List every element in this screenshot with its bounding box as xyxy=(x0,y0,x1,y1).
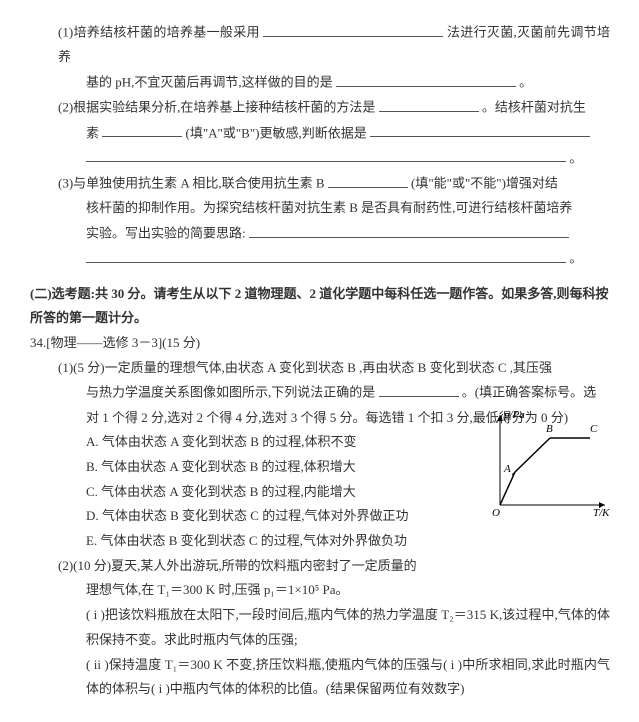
pt-chart: p/Pa T/K O A B C xyxy=(490,410,610,529)
text: 实验。写出实验的简要思路: xyxy=(86,226,246,241)
q34-p1-line2: 与热力学温度关系图像如图所示,下列说法正确的是 。(填正确答案标号。选 xyxy=(30,380,610,405)
q34-p1-line1: (1)(5 分)一定质量的理想气体,由状态 A 变化到状态 B ,再由状态 B … xyxy=(30,356,610,381)
text: 。 xyxy=(519,75,532,90)
text: (1)培养结核杆菌的培养基一般采用 xyxy=(58,25,260,40)
blank[interactable] xyxy=(336,70,516,87)
origin-label: O xyxy=(492,507,500,519)
blank[interactable] xyxy=(328,171,408,188)
text: 。 xyxy=(569,150,582,165)
blank[interactable] xyxy=(102,121,182,138)
text: 。(填正确答案标号。选 xyxy=(462,385,596,400)
bio-q3-line2: 核杆菌的抑制作用。为探究结核杆菌对抗生素 B 是否具有耐药性,可进行结核杆菌培养 xyxy=(30,196,610,221)
point-A-label: A xyxy=(503,463,511,475)
q34-p2-line1: (2)(10 分)夏天,某人外出游玩,所带的饮料瓶内密封了一定质量的 xyxy=(30,554,610,579)
x-axis-label: T/K xyxy=(593,507,610,519)
blank[interactable] xyxy=(263,20,443,37)
q34-p2-ii: ( ii )保持温度 T₁＝300 K 不变,挤压饮料瓶,使瓶内气体的压强与( … xyxy=(30,653,610,702)
text: 基的 pH,不宜灭菌后再调节,这样做的目的是 xyxy=(86,75,333,90)
blank[interactable] xyxy=(379,380,459,397)
point-C-label: C xyxy=(590,423,598,435)
bio-q3-line3: 实验。写出实验的简要思路: xyxy=(30,221,610,246)
segment-AB xyxy=(515,438,550,472)
bio-q2-line2: 素 (填"A"或"B")更敏感,判断依据是 xyxy=(30,121,610,146)
text: (填"A"或"B")更敏感,判断依据是 xyxy=(186,125,367,140)
text: 。 xyxy=(569,251,582,266)
blank[interactable] xyxy=(370,121,590,138)
blank[interactable] xyxy=(86,146,566,163)
bio-q3-line1: (3)与单独使用抗生素 A 相比,联合使用抗生素 B (填"能"或"不能")增强… xyxy=(30,171,610,196)
text: 核杆菌的抑制作用。为探究结核杆菌对抗生素 B 是否具有耐药性,可进行结核杆菌培养 xyxy=(86,200,572,215)
text: 。结核杆菌对抗生 xyxy=(482,100,586,115)
text: (3)与单独使用抗生素 A 相比,联合使用抗生素 B xyxy=(58,176,325,191)
blank[interactable] xyxy=(249,221,569,238)
text: (2)根据实验结果分析,在培养基上接种结核杆菌的方法是 xyxy=(58,100,375,115)
chart-svg: p/Pa T/K O A B C xyxy=(490,410,610,520)
q34-p2-line2: 理想气体,在 T₁＝300 K 时,压强 p₁＝1×10⁵ Pa。 xyxy=(30,578,610,603)
bio-q2-line1: (2)根据实验结果分析,在培养基上接种结核杆菌的方法是 。结核杆菌对抗生 xyxy=(30,95,610,120)
option-e: E. 气体由状态 B 变化到状态 C 的过程,气体对外界做负功 xyxy=(30,529,610,554)
bio-q3-line4: 。 xyxy=(30,246,610,271)
text: (填"能"或"不能")增强对结 xyxy=(411,176,558,191)
q34-title: 34.[物理——选修 3－3](15 分) xyxy=(30,331,610,356)
bio-q1-line2: 基的 pH,不宜灭菌后再调节,这样做的目的是 。 xyxy=(30,70,610,95)
point-B-label: B xyxy=(546,423,553,435)
bio-q2-line3: 。 xyxy=(30,146,610,171)
text: 与热力学温度关系图像如图所示,下列说法正确的是 xyxy=(86,385,375,400)
text: 素 xyxy=(86,125,99,140)
y-arrow-icon xyxy=(497,415,503,421)
segment-OA xyxy=(500,472,515,505)
blank[interactable] xyxy=(86,246,566,263)
q34-p2-i: ( i )把该饮料瓶放在太阳下,一段时间后,瓶内气体的热力学温度 T₂＝315 … xyxy=(30,603,610,652)
physics-block: (1)(5 分)一定质量的理想气体,由状态 A 变化到状态 B ,再由状态 B … xyxy=(30,356,610,603)
bio-q1-line1: (1)培养结核杆菌的培养基一般采用 法进行灭菌,灭菌前先调节培养 xyxy=(30,20,610,70)
tick-A xyxy=(512,469,518,475)
blank[interactable] xyxy=(379,95,479,112)
section2-heading: (二)选考题:共 30 分。请考生从以下 2 道物理题、2 道化学题中每科任选一… xyxy=(30,282,610,331)
y-axis-label: p/Pa xyxy=(503,410,525,421)
